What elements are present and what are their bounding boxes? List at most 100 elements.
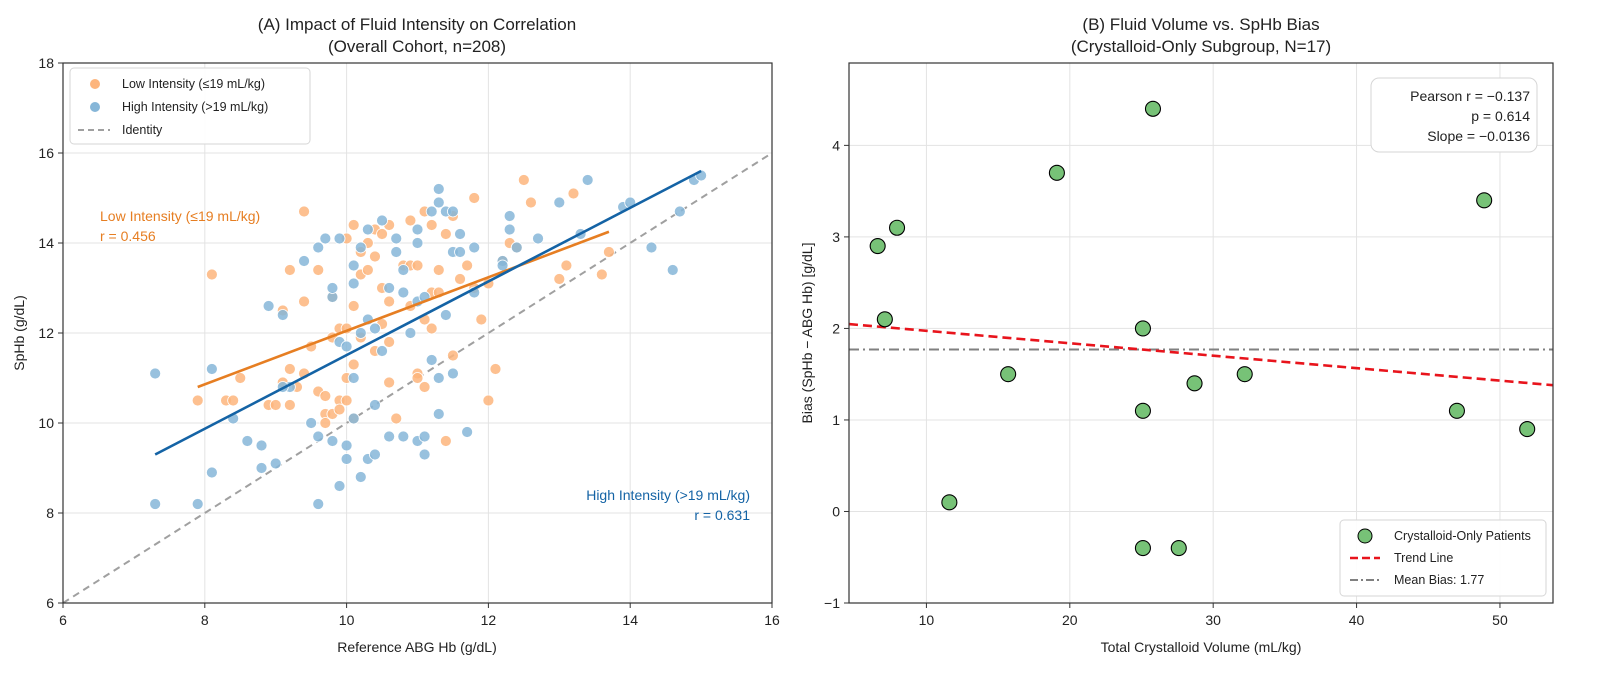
- patient-point: [869, 238, 886, 255]
- high-intensity-point: [340, 340, 353, 353]
- high-intensity-point: [255, 462, 268, 474]
- high-intensity-annotation: High Intensity (>19 mL/kg): [586, 487, 750, 503]
- y-tick-label: 3: [832, 229, 840, 245]
- high-intensity-point: [305, 417, 318, 429]
- high-intensity-point: [390, 232, 403, 245]
- trend-line: [848, 322, 1554, 387]
- panel-b: (B) Fluid Volume vs. SpHb Bias (Crystall…: [799, 15, 1554, 655]
- high-intensity-point: [404, 327, 417, 339]
- high-intensity-point: [397, 430, 410, 443]
- x-tick-label: 10: [339, 612, 355, 628]
- low-intensity-point: [418, 381, 431, 393]
- x-tick-label: 40: [1349, 612, 1365, 628]
- high-intensity-point: [312, 498, 325, 510]
- identity-line: [63, 152, 772, 603]
- legend-label-identity: Identity: [122, 123, 163, 137]
- high-intensity-point: [369, 448, 381, 461]
- x-tick-label: 8: [201, 612, 209, 628]
- high-intensity-point: [269, 457, 282, 470]
- low-intensity-point: [333, 403, 346, 416]
- low-intensity-point: [482, 394, 495, 407]
- low-intensity-point: [432, 264, 445, 276]
- panel-a: (A) Impact of Fluid Intensity on Correla…: [11, 15, 780, 655]
- y-tick-label: 14: [38, 235, 54, 251]
- low-intensity-point: [191, 394, 204, 407]
- low-intensity-point: [340, 394, 353, 407]
- low-intensity-point: [319, 390, 332, 402]
- low-intensity-point: [361, 264, 374, 276]
- low-intensity-point: [468, 192, 481, 204]
- legend-label-low: Low Intensity (≤19 mL/kg): [122, 77, 265, 91]
- high-intensity-point: [326, 282, 339, 294]
- high-intensity-point: [666, 264, 679, 276]
- legend-marker-patients: [1357, 528, 1373, 544]
- x-tick-label: 12: [481, 612, 497, 628]
- low-intensity-point: [390, 412, 403, 425]
- high-intensity-point: [340, 439, 353, 452]
- low-intensity-point: [234, 372, 247, 384]
- high-intensity-point: [461, 426, 474, 438]
- high-intensity-point: [418, 448, 431, 461]
- high-intensity-point: [510, 241, 523, 254]
- high-intensity-point: [425, 354, 438, 366]
- high-intensity-point: [205, 466, 218, 479]
- low-intensity-fit-line: [197, 230, 610, 389]
- low-intensity-point: [298, 295, 310, 308]
- patient-point: [1144, 100, 1162, 117]
- panel-b-subtitle: (Crystalloid-Only Subgroup, N=17): [1071, 37, 1331, 56]
- patient-point: [1134, 320, 1151, 337]
- high-intensity-point: [532, 232, 544, 245]
- panel-a-legend: Low Intensity (≤19 mL/kg) High Intensity…: [69, 67, 311, 145]
- y-tick-label: 1: [832, 412, 840, 428]
- stats-box-frame: [1370, 77, 1538, 153]
- low-intensity-point: [205, 268, 218, 281]
- y-tick-label: 10: [38, 415, 54, 431]
- high-intensity-point: [298, 255, 310, 267]
- high-intensity-point: [432, 183, 445, 195]
- patient-point: [1134, 402, 1151, 419]
- axes-frame: [62, 62, 773, 604]
- low-intensity-point: [411, 259, 424, 272]
- low-intensity-point: [489, 363, 502, 375]
- high-intensity-point: [454, 246, 466, 258]
- axes-frame: [848, 62, 1554, 604]
- low-intensity-point: [283, 363, 296, 375]
- low-intensity-point: [383, 336, 396, 348]
- patient-point: [1000, 366, 1017, 383]
- x-tick-label: 6: [59, 612, 67, 628]
- legend-label-trend: Trend Line: [1394, 551, 1453, 565]
- patient-point: [1519, 421, 1536, 438]
- high-intensity-point: [432, 408, 445, 420]
- high-intensity-point: [241, 435, 254, 447]
- panel-b-xlabel: Total Crystalloid Volume (mL/kg): [1101, 639, 1302, 655]
- high-intensity-point: [397, 286, 410, 299]
- high-intensity-point: [347, 372, 360, 384]
- high-intensity-point: [276, 309, 289, 321]
- low-intensity-point: [595, 268, 608, 281]
- high-intensity-fit-line: [154, 169, 702, 456]
- low-intensity-point: [439, 228, 452, 240]
- high-intensity-point: [390, 246, 403, 258]
- patient-point: [888, 219, 906, 236]
- y-tick-label: 18: [38, 55, 54, 71]
- y-tick-label: 4: [832, 137, 840, 153]
- low-intensity-point: [347, 219, 360, 231]
- low-intensity-point: [603, 246, 615, 258]
- high-intensity-point: [432, 196, 445, 209]
- low-intensity-point: [425, 322, 438, 335]
- x-tick-label: 16: [764, 612, 780, 628]
- high-intensity-point: [354, 471, 367, 483]
- low-intensity-annotation: Low Intensity (≤19 mL/kg): [100, 208, 260, 224]
- high-intensity-point: [503, 223, 516, 236]
- low-intensity-point: [383, 376, 396, 389]
- legend-box: [69, 67, 311, 145]
- high-intensity-point: [411, 223, 424, 236]
- high-intensity-point: [333, 232, 346, 245]
- high-intensity-point: [347, 277, 360, 290]
- low-intensity-point: [376, 228, 388, 240]
- low-intensity-point: [425, 219, 438, 231]
- legend-box: [1339, 519, 1547, 597]
- low-intensity-point: [517, 174, 530, 186]
- patient-point: [1236, 366, 1253, 383]
